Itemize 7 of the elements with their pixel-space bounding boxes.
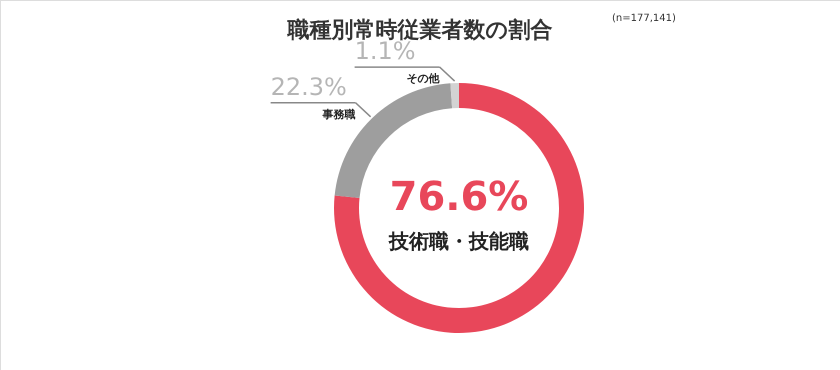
slice-label: その他 [406,72,441,86]
text: (n=177,141) [612,13,676,24]
data-label: 22.3% [270,72,347,101]
slice-label: 事務職 [322,108,356,121]
data-label: 76.6% [390,174,528,220]
slice-label: 技術職・技能職 [388,229,529,253]
donut-slice [450,83,459,108]
